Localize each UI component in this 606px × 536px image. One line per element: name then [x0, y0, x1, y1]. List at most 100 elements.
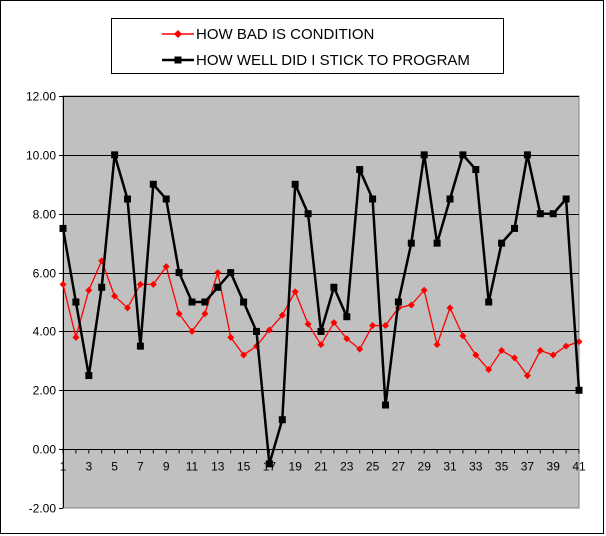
x-tick-label: 37 [521, 460, 535, 474]
x-tick-label: 27 [392, 460, 406, 474]
data-point-program [562, 195, 570, 203]
legend-swatch-condition [162, 27, 194, 41]
data-point-condition [201, 310, 209, 318]
data-point-program [317, 327, 325, 335]
data-point-program [420, 151, 428, 159]
data-point-condition [498, 347, 506, 355]
data-point-condition [536, 347, 544, 355]
data-point-condition [356, 345, 364, 353]
data-point-program [382, 401, 389, 409]
data-point-condition [459, 332, 467, 340]
data-point-condition [162, 263, 170, 271]
plot-area [62, 95, 580, 509]
x-tick-label: 5 [111, 460, 118, 474]
data-point-program [253, 327, 260, 335]
y-tick-label: -2.00 [29, 502, 57, 516]
data-point-program [394, 298, 402, 306]
data-point-program [214, 283, 222, 291]
x-tick-label: 39 [547, 460, 561, 474]
data-point-condition [85, 286, 93, 294]
x-tick-label: 7 [137, 460, 144, 474]
data-point-condition [369, 322, 377, 330]
data-point-program [85, 372, 93, 380]
data-point-condition [420, 286, 428, 294]
data-point-condition [59, 280, 67, 288]
x-tick-label: 9 [163, 460, 170, 474]
x-tick-label: 33 [469, 460, 483, 474]
legend-entry-program: HOW WELL DID I STICK TO PROGRAM [112, 47, 470, 73]
y-tick-label: 4.00 [33, 325, 57, 339]
data-point-program [98, 283, 106, 291]
data-point-condition [278, 311, 286, 319]
data-point-program [446, 195, 454, 203]
data-point-program [523, 151, 531, 159]
data-point-condition [72, 333, 80, 341]
legend: HOW BAD IS CONDITION HOW WELL DID I STIC… [111, 18, 504, 74]
data-point-program [485, 298, 493, 306]
legend-swatch-program [162, 53, 194, 67]
data-point-program [149, 180, 157, 188]
data-point-condition [291, 288, 299, 296]
data-point-condition [523, 372, 531, 380]
data-point-condition [214, 269, 222, 277]
x-tick-label: 21 [314, 460, 328, 474]
data-point-condition [485, 366, 493, 374]
data-point-program [188, 298, 196, 306]
legend-label-program: HOW WELL DID I STICK TO PROGRAM [196, 51, 470, 69]
data-point-program [278, 416, 286, 424]
x-tick-label: 3 [85, 460, 92, 474]
y-tick-label: 8.00 [33, 208, 57, 222]
data-point-condition [407, 301, 415, 309]
data-point-condition [549, 351, 557, 359]
data-point-condition [304, 320, 312, 328]
data-point-program [227, 269, 235, 277]
data-point-program [498, 239, 506, 247]
x-tick-label: 1 [60, 460, 67, 474]
data-point-condition [265, 326, 273, 334]
x-tick-label: 19 [289, 460, 303, 474]
data-point-condition [382, 322, 389, 330]
data-point-program [240, 298, 248, 306]
data-point-program [291, 180, 299, 188]
data-point-condition [511, 354, 518, 362]
data-point-program [459, 151, 467, 159]
x-tick-label: 41 [572, 460, 586, 474]
x-tick-label: 23 [340, 460, 354, 474]
data-point-condition [111, 292, 119, 300]
data-point-condition [124, 304, 131, 312]
y-tick-label: 0.00 [33, 443, 57, 457]
data-point-program [549, 210, 557, 218]
y-tick-label: 12.00 [26, 90, 56, 104]
data-point-condition [446, 304, 454, 312]
data-point-condition [343, 335, 351, 343]
data-point-condition [188, 327, 196, 335]
data-point-program [407, 239, 415, 247]
data-point-condition [240, 351, 248, 359]
data-point-program [72, 298, 80, 306]
data-point-program [136, 342, 144, 350]
data-point-condition [562, 342, 570, 350]
x-tick-label: 25 [366, 460, 380, 474]
data-point-program [343, 313, 351, 321]
data-point-condition [330, 319, 338, 327]
data-point-program [265, 460, 273, 468]
data-point-program [124, 195, 131, 203]
x-tick-label: 29 [418, 460, 432, 474]
data-point-program [433, 239, 441, 247]
data-point-program [472, 166, 480, 174]
data-point-program [511, 224, 518, 232]
data-point-condition [575, 338, 583, 346]
data-point-condition [433, 341, 441, 349]
data-point-condition [227, 333, 235, 341]
data-point-program [175, 269, 183, 277]
data-point-condition [136, 280, 144, 288]
y-tick-label: 6.00 [33, 267, 57, 281]
x-tick-label: 35 [495, 460, 509, 474]
data-point-program [369, 195, 377, 203]
data-point-program [304, 210, 312, 218]
data-point-program [162, 195, 170, 203]
y-tick-label: 10.00 [26, 149, 56, 163]
data-point-program [201, 298, 209, 306]
data-point-condition [317, 341, 325, 349]
